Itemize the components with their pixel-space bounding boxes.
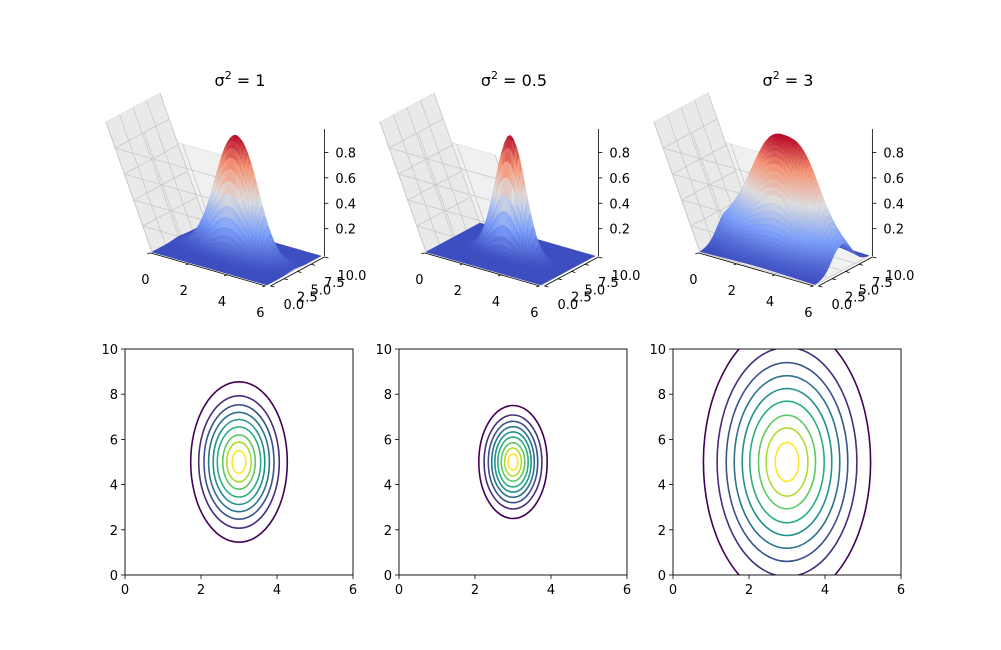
x-tick — [186, 264, 189, 265]
y-tick — [324, 257, 328, 258]
y-tick-label: 10.0 — [337, 269, 366, 284]
x-tick-label: 4 — [218, 295, 226, 310]
x-tick-label: 2 — [180, 284, 188, 299]
y-tick — [270, 286, 274, 287]
y-tick — [311, 264, 315, 265]
z-tick-label: 0.4 — [335, 197, 356, 212]
x-tick — [224, 275, 227, 276]
z-tick-label: 0.6 — [335, 172, 356, 187]
panel-title-2: σ2 = 0.5 — [481, 69, 547, 90]
y-tick — [284, 279, 288, 280]
x-tick-label: 6 — [256, 306, 264, 321]
panel-title-1: σ2 = 1 — [215, 69, 266, 90]
z-tick-label: 0.2 — [335, 223, 356, 238]
z-tick-label: 0.8 — [335, 146, 356, 161]
x-tick — [147, 253, 150, 254]
x-tick — [262, 286, 265, 287]
x-tick-label: 0 — [141, 273, 149, 288]
y-tick — [297, 271, 301, 272]
